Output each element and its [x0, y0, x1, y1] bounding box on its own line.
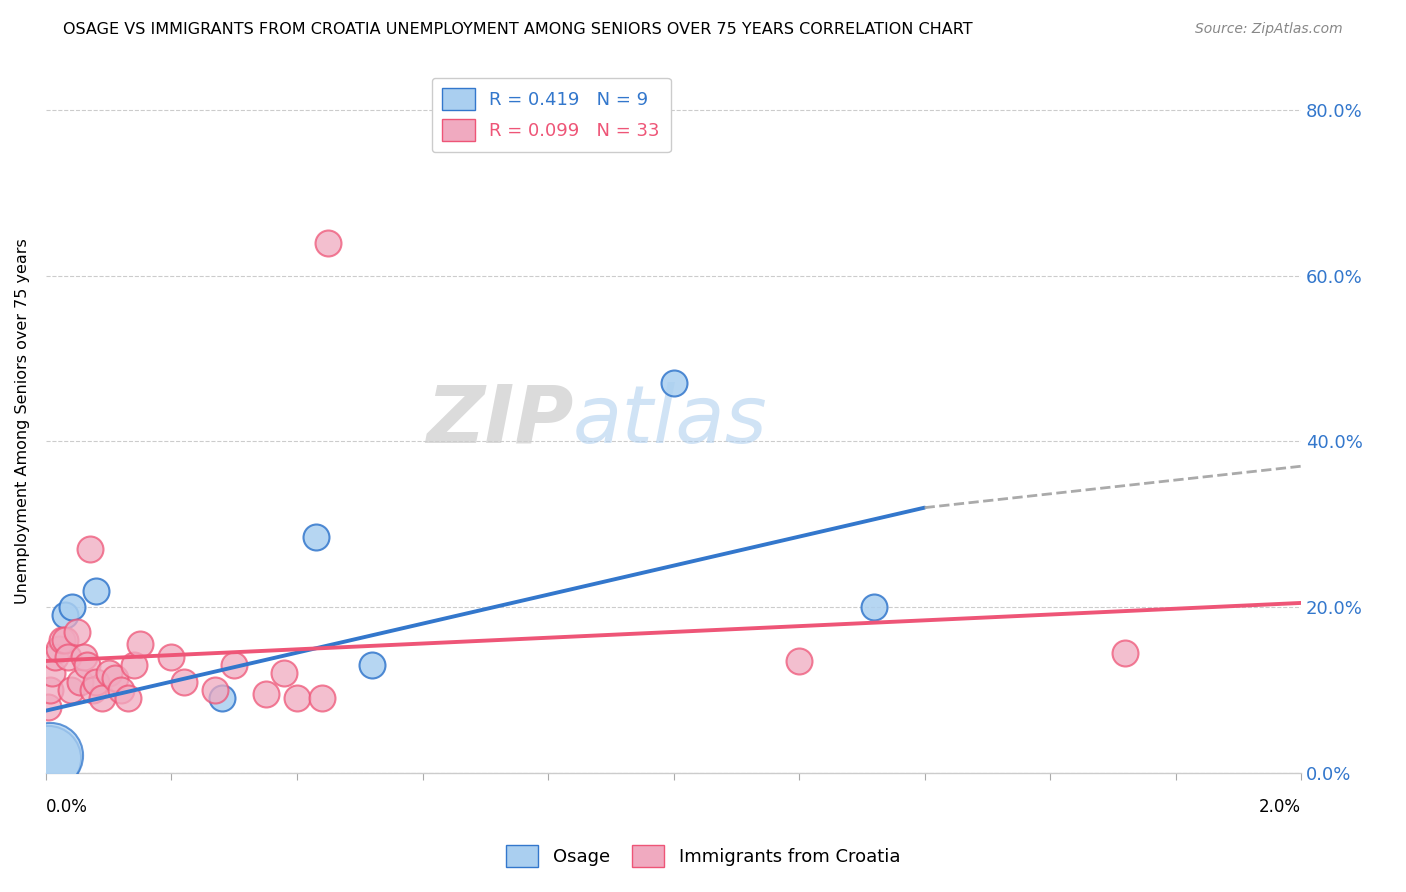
Point	[1114, 646, 1136, 660]
Point	[79, 542, 101, 557]
Point	[224, 658, 246, 673]
Point	[38, 747, 60, 762]
Point	[48, 641, 70, 656]
Point	[66, 624, 89, 639]
Point	[53, 633, 76, 648]
Legend: R = 0.419   N = 9, R = 0.099   N = 33: R = 0.419 N = 9, R = 0.099 N = 33	[432, 78, 671, 153]
Point	[37, 699, 59, 714]
Point	[97, 666, 120, 681]
Point	[51, 633, 73, 648]
Point	[318, 235, 340, 250]
Point	[285, 691, 308, 706]
Point	[122, 658, 145, 673]
Point	[273, 666, 295, 681]
Point	[117, 691, 139, 706]
Point	[173, 674, 195, 689]
Point	[305, 530, 328, 544]
Point	[662, 376, 685, 391]
Point	[211, 691, 233, 706]
Text: 2.0%: 2.0%	[1260, 797, 1301, 815]
Point	[361, 658, 384, 673]
Point	[44, 649, 66, 664]
Text: OSAGE VS IMMIGRANTS FROM CROATIA UNEMPLOYMENT AMONG SENIORS OVER 75 YEARS CORREL: OSAGE VS IMMIGRANTS FROM CROATIA UNEMPLO…	[63, 22, 973, 37]
Point	[84, 674, 107, 689]
Text: atlas: atlas	[574, 382, 768, 459]
Point	[56, 649, 79, 664]
Point	[254, 687, 277, 701]
Point	[204, 682, 226, 697]
Point	[104, 671, 127, 685]
Text: 0.0%: 0.0%	[46, 797, 87, 815]
Point	[69, 674, 91, 689]
Point	[76, 658, 98, 673]
Text: Source: ZipAtlas.com: Source: ZipAtlas.com	[1195, 22, 1343, 37]
Point	[311, 691, 333, 706]
Point	[787, 654, 810, 668]
Legend: Osage, Immigrants from Croatia: Osage, Immigrants from Croatia	[499, 838, 907, 874]
Point	[53, 608, 76, 623]
Point	[84, 583, 107, 598]
Point	[60, 682, 83, 697]
Text: ZIP: ZIP	[426, 382, 574, 459]
Point	[72, 649, 94, 664]
Point	[37, 751, 59, 765]
Point	[82, 682, 104, 697]
Point	[110, 682, 132, 697]
Point	[38, 682, 60, 697]
Point	[60, 600, 83, 615]
Point	[863, 600, 886, 615]
Point	[129, 637, 152, 651]
Point	[41, 666, 63, 681]
Point	[91, 691, 114, 706]
Y-axis label: Unemployment Among Seniors over 75 years: Unemployment Among Seniors over 75 years	[15, 238, 30, 604]
Point	[160, 649, 183, 664]
